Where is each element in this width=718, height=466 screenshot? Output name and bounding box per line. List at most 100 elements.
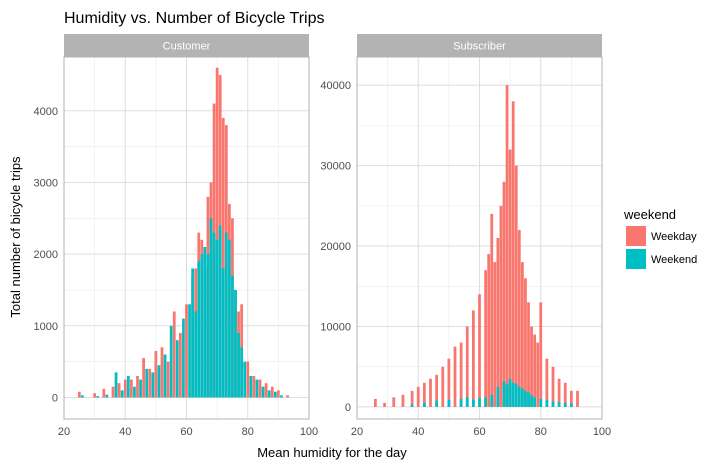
bar [569, 390, 573, 407]
bar [188, 304, 191, 398]
x-tick-label: 100 [593, 426, 611, 438]
bar [502, 181, 506, 407]
bar [410, 390, 414, 407]
bar [215, 67, 219, 398]
bar [273, 391, 277, 398]
bar [218, 225, 222, 398]
bar [258, 379, 262, 398]
bar [163, 354, 167, 398]
panel-border [356, 56, 603, 420]
bar [151, 372, 155, 398]
bar [517, 386, 521, 407]
bar [447, 358, 451, 407]
bar [453, 346, 457, 407]
bar [484, 397, 488, 407]
bar [129, 379, 133, 398]
bar [490, 213, 494, 407]
bar [524, 278, 527, 407]
bar [185, 304, 188, 398]
bar [502, 381, 506, 407]
bar [227, 239, 231, 398]
bar [255, 379, 259, 398]
y-tick-label: 20000 [320, 241, 351, 253]
bar [576, 390, 579, 407]
bar [527, 302, 530, 407]
x-tick-label: 20 [58, 426, 70, 438]
bar [175, 340, 179, 398]
bar [530, 394, 533, 407]
strip-label: Customer [163, 41, 211, 53]
bar [102, 388, 106, 398]
bar [505, 384, 509, 407]
y-tick-label: 1000 [34, 321, 58, 333]
bar [209, 218, 213, 398]
bar [435, 374, 439, 407]
bar [136, 375, 139, 398]
bar [465, 326, 469, 407]
bar [429, 378, 432, 407]
bar [530, 326, 533, 407]
bar [533, 397, 537, 407]
legend: Weekday Weekend [626, 226, 697, 269]
bar [410, 404, 414, 407]
bar [401, 394, 405, 407]
bar [182, 318, 185, 398]
bar [499, 205, 503, 407]
bar [270, 386, 274, 398]
bar [77, 391, 81, 398]
bar [142, 358, 146, 398]
bar [471, 399, 475, 407]
bar [471, 310, 475, 407]
bar [447, 399, 451, 407]
bar [422, 402, 426, 407]
bar [508, 149, 512, 407]
x-tick-label: 100 [300, 426, 318, 438]
legend-label-weekend: Weekend [651, 254, 697, 266]
bar [539, 302, 543, 407]
bar [252, 375, 256, 398]
bar [126, 375, 130, 398]
bar [178, 332, 182, 398]
bar [557, 402, 561, 407]
bar [221, 117, 225, 398]
bar [249, 375, 253, 398]
bar [569, 403, 573, 407]
x-axis-title: Mean humidity for the day [257, 445, 407, 460]
x-tick-label: 40 [412, 426, 424, 438]
bar [478, 398, 481, 407]
x-tick-label: 80 [242, 426, 254, 438]
legend-label-weekday: Weekday [651, 231, 697, 243]
bar [493, 262, 497, 407]
bar [160, 347, 164, 398]
bar [422, 382, 426, 407]
bar [511, 382, 515, 407]
bar [148, 368, 152, 398]
x-tick-label: 20 [351, 426, 363, 438]
bar [240, 347, 244, 398]
series-weekend [410, 378, 573, 407]
y-tick-label: 30000 [320, 161, 351, 173]
bar [133, 386, 136, 398]
strip-subscriber [357, 34, 602, 57]
bar [237, 332, 240, 398]
legend-key-weekday [626, 226, 646, 246]
bar [484, 270, 488, 407]
bar [459, 398, 463, 407]
legend-key-weekend [626, 249, 646, 269]
bar [200, 254, 204, 398]
bar [508, 378, 512, 407]
strip-label: Subscriber [453, 41, 506, 53]
bar [416, 386, 420, 407]
y-tick-label: 40000 [320, 80, 351, 92]
bar [157, 365, 161, 398]
bar [246, 361, 250, 398]
bar [243, 361, 247, 398]
y-tick-label: 3000 [34, 177, 58, 189]
bar [105, 394, 109, 398]
bar [267, 390, 271, 398]
bar [80, 395, 84, 398]
bar [231, 275, 234, 398]
